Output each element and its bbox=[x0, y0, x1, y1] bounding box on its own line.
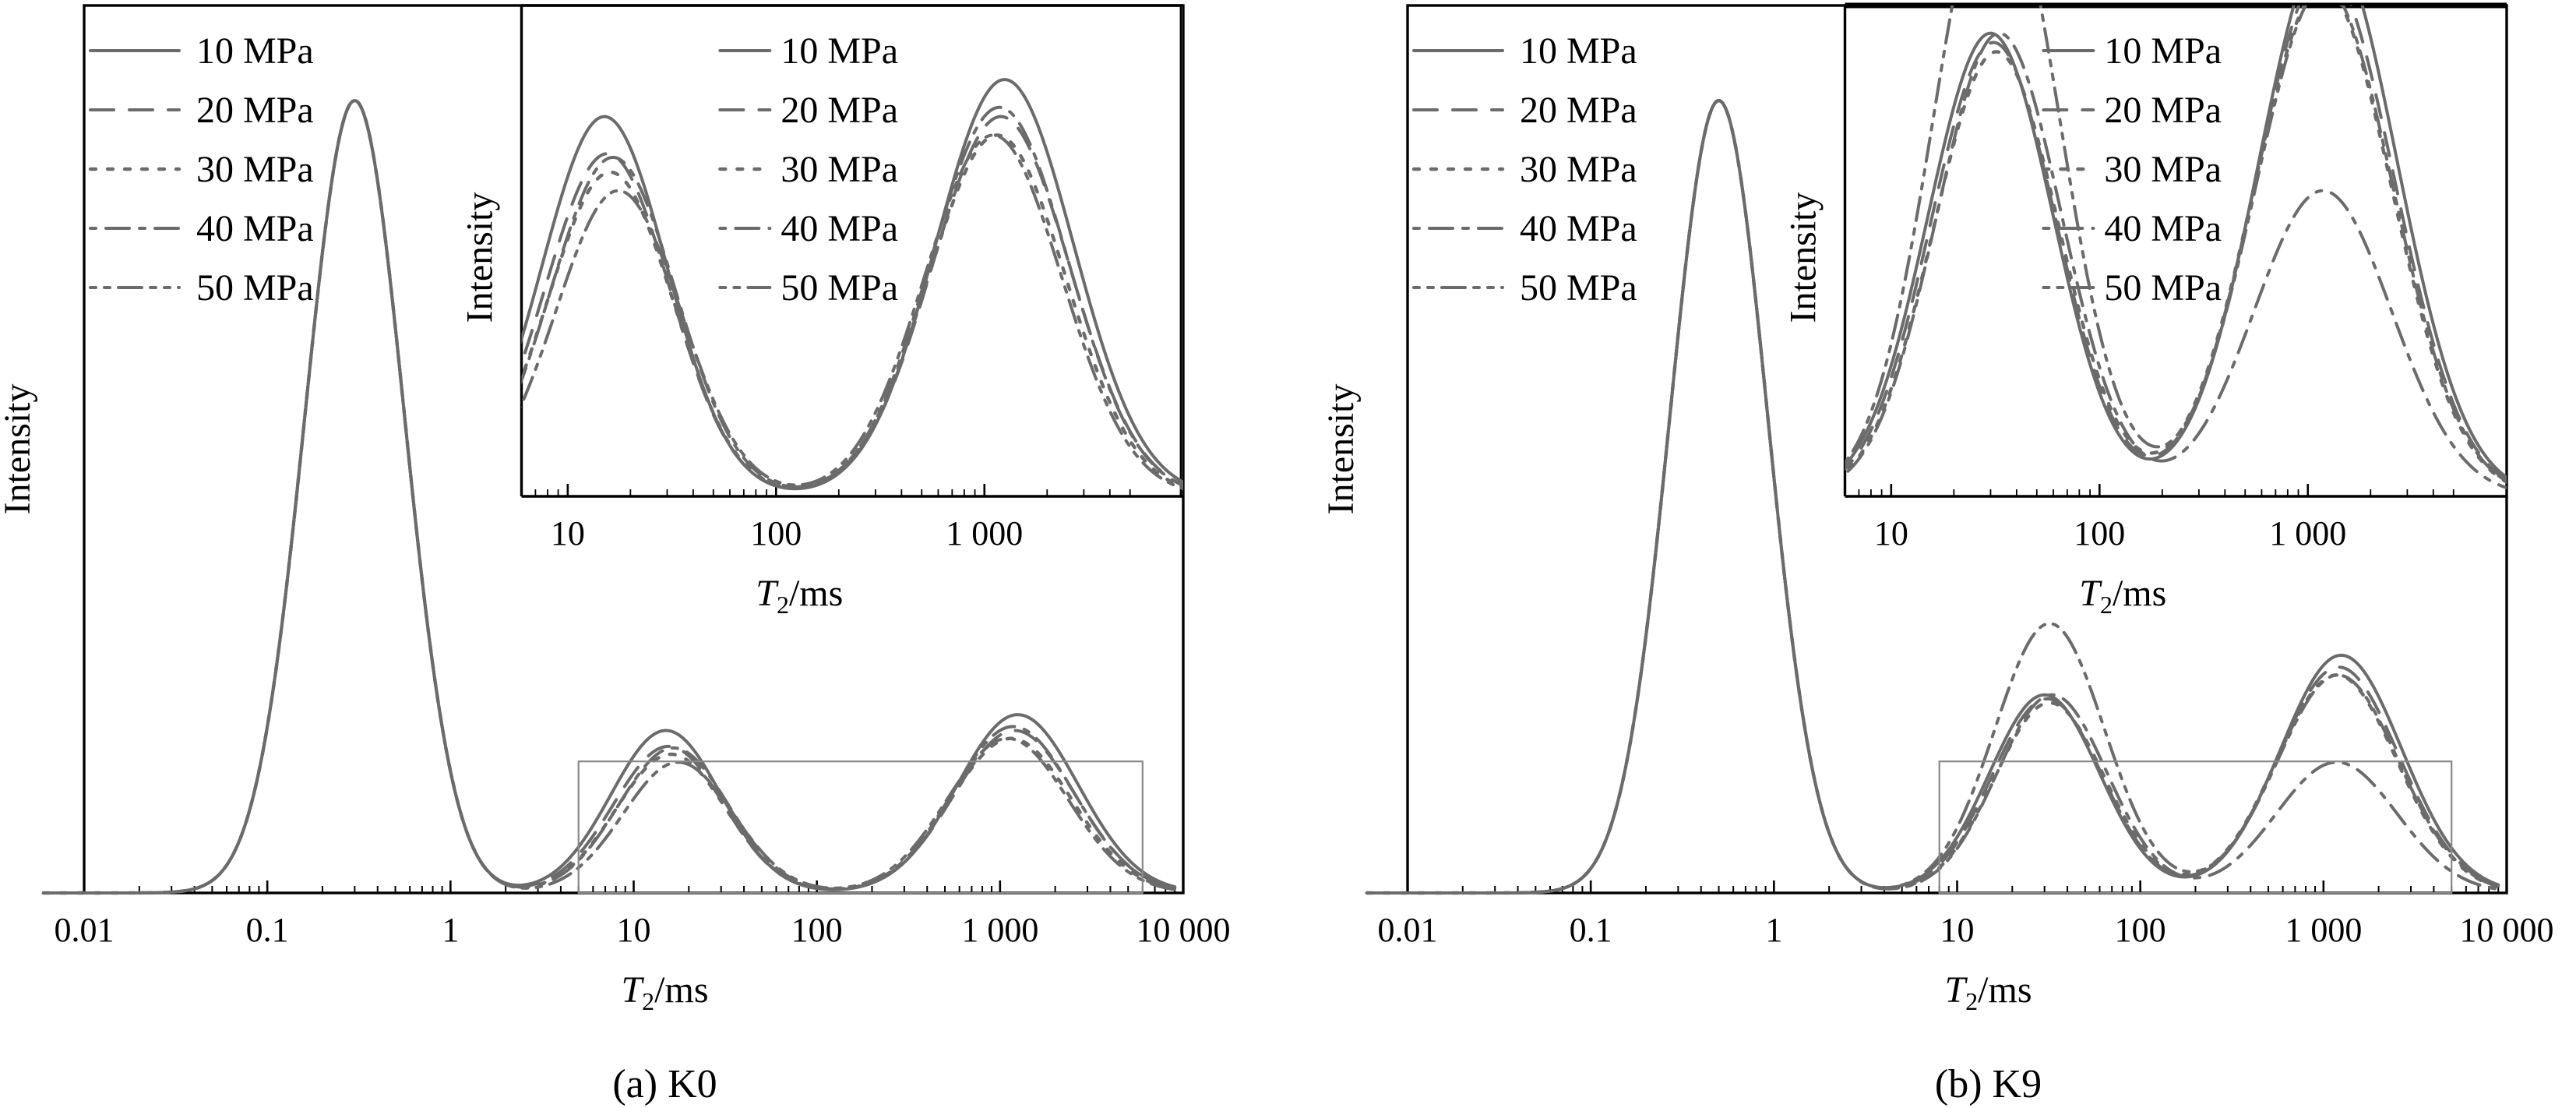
svg-text:50 MPa: 50 MPa bbox=[2104, 267, 2222, 309]
svg-text:10: 10 bbox=[617, 911, 651, 949]
svg-text:1 000: 1 000 bbox=[946, 514, 1023, 552]
svg-text:20 MPa: 20 MPa bbox=[196, 90, 314, 131]
svg-text:Intensity: Intensity bbox=[0, 384, 38, 515]
svg-text:20 MPa: 20 MPa bbox=[781, 90, 898, 131]
svg-text:100: 100 bbox=[2074, 514, 2125, 552]
svg-text:0.1: 0.1 bbox=[1570, 911, 1612, 949]
svg-text:50 MPa: 50 MPa bbox=[1520, 267, 1637, 309]
svg-text:1: 1 bbox=[442, 911, 459, 949]
svg-text:10 MPa: 10 MPa bbox=[196, 30, 314, 72]
svg-text:30 MPa: 30 MPa bbox=[1520, 149, 1637, 190]
svg-text:T2/ms: T2/ms bbox=[2079, 573, 2166, 619]
svg-text:40 MPa: 40 MPa bbox=[2104, 208, 2222, 249]
svg-text:1 000: 1 000 bbox=[961, 911, 1038, 949]
svg-text:10 000: 10 000 bbox=[2460, 911, 2554, 949]
svg-text:10: 10 bbox=[1940, 911, 1975, 949]
svg-text:0.01: 0.01 bbox=[1378, 911, 1438, 949]
svg-text:10 000: 10 000 bbox=[1136, 911, 1231, 949]
svg-text:Intensity: Intensity bbox=[460, 192, 501, 323]
svg-text:T2/ms: T2/ms bbox=[756, 573, 843, 619]
svg-text:40 MPa: 40 MPa bbox=[781, 208, 898, 249]
svg-text:10 MPa: 10 MPa bbox=[781, 30, 898, 72]
svg-text:10 MPa: 10 MPa bbox=[2104, 30, 2222, 72]
svg-text:10: 10 bbox=[1874, 514, 1908, 552]
svg-text:(b) K9: (b) K9 bbox=[1935, 1062, 2042, 1106]
svg-text:20 MPa: 20 MPa bbox=[2104, 90, 2222, 131]
svg-text:30 MPa: 30 MPa bbox=[196, 149, 314, 190]
svg-text:1 000: 1 000 bbox=[2269, 514, 2346, 552]
svg-text:100: 100 bbox=[791, 911, 843, 949]
svg-text:30 MPa: 30 MPa bbox=[781, 149, 898, 190]
svg-text:100: 100 bbox=[2115, 911, 2166, 949]
svg-text:10 MPa: 10 MPa bbox=[1520, 30, 1637, 72]
svg-text:1: 1 bbox=[1765, 911, 1782, 949]
svg-text:50 MPa: 50 MPa bbox=[196, 267, 314, 309]
svg-text:40 MPa: 40 MPa bbox=[1520, 208, 1637, 249]
svg-text:50 MPa: 50 MPa bbox=[781, 267, 898, 309]
svg-text:T2/ms: T2/ms bbox=[621, 969, 708, 1015]
svg-text:20 MPa: 20 MPa bbox=[1520, 90, 1637, 131]
svg-text:100: 100 bbox=[750, 514, 802, 552]
svg-text:Intensity: Intensity bbox=[1320, 384, 1362, 515]
svg-text:40 MPa: 40 MPa bbox=[196, 208, 314, 249]
svg-text:T2/ms: T2/ms bbox=[1944, 969, 2032, 1015]
svg-text:0.1: 0.1 bbox=[246, 911, 289, 949]
svg-text:Intensity: Intensity bbox=[1783, 192, 1824, 323]
svg-text:(a) K0: (a) K0 bbox=[612, 1062, 717, 1106]
svg-text:10: 10 bbox=[551, 514, 585, 552]
svg-text:30 MPa: 30 MPa bbox=[2104, 149, 2222, 190]
svg-text:1 000: 1 000 bbox=[2285, 911, 2362, 949]
svg-text:0.01: 0.01 bbox=[55, 911, 115, 949]
